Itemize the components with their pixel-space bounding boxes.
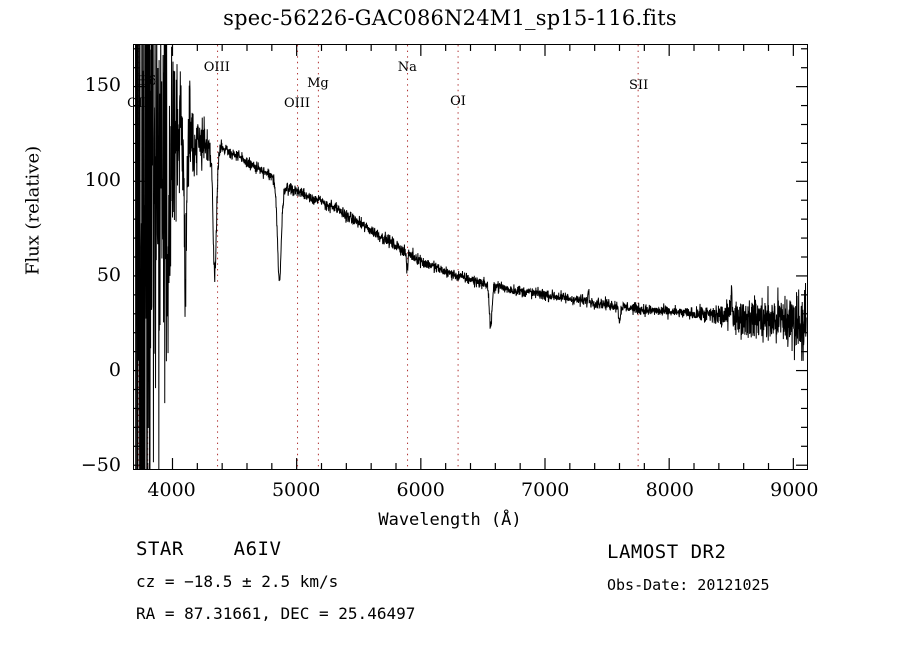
obs-date-text: Obs-Date: 20121025 xyxy=(607,576,770,594)
line-marker-label-na: Na xyxy=(397,60,417,75)
object-class-text: STAR A6IV xyxy=(136,538,281,560)
y-axis-title: Flux (relative) xyxy=(22,145,44,276)
line-marker-label-oii: OII xyxy=(127,96,149,111)
axis-ticks xyxy=(134,45,807,469)
line-marker-label-sii: SII xyxy=(629,78,649,93)
x-tick-label: 6000 xyxy=(396,479,445,501)
radial-velocity-text: cz = −18.5 ± 2.5 km/s xyxy=(136,572,339,591)
line-marker-label-oiii: OIII xyxy=(203,60,230,75)
x-axis-title: Wavelength (Å) xyxy=(378,510,522,530)
x-tick-label: 9000 xyxy=(770,479,819,501)
x-tick-label: 5000 xyxy=(271,479,321,501)
object-type: STAR xyxy=(136,538,184,560)
spectrum-svg xyxy=(134,45,807,469)
line-marker-label-oiii: OIII xyxy=(283,96,311,111)
y-tick-label: 50 xyxy=(96,264,121,287)
spectral-class: A6IV xyxy=(233,538,282,560)
x-tick-label: 4000 xyxy=(147,479,196,501)
x-tick-label: 8000 xyxy=(645,479,694,501)
line-marker-label-oi: OI xyxy=(450,94,466,109)
plot-area xyxy=(133,44,808,470)
coordinates-text: RA = 87.31661, DEC = 25.46497 xyxy=(136,604,416,623)
y-tick-label: 150 xyxy=(84,73,121,96)
survey-text: LAMOST DR2 xyxy=(607,541,727,563)
y-tick-label: 0 xyxy=(108,359,121,382)
y-tick-label: 100 xyxy=(84,168,121,191)
line-marker-label-mg: Mg xyxy=(307,76,329,91)
spectrum-trace xyxy=(135,45,806,469)
y-tick-label: −50 xyxy=(80,454,121,477)
page-title: spec-56226-GAC086N24M1_sp15-116.fits xyxy=(223,6,677,30)
x-tick-label: 7000 xyxy=(521,479,570,501)
line-marker-label-h: Hδ xyxy=(137,74,157,89)
